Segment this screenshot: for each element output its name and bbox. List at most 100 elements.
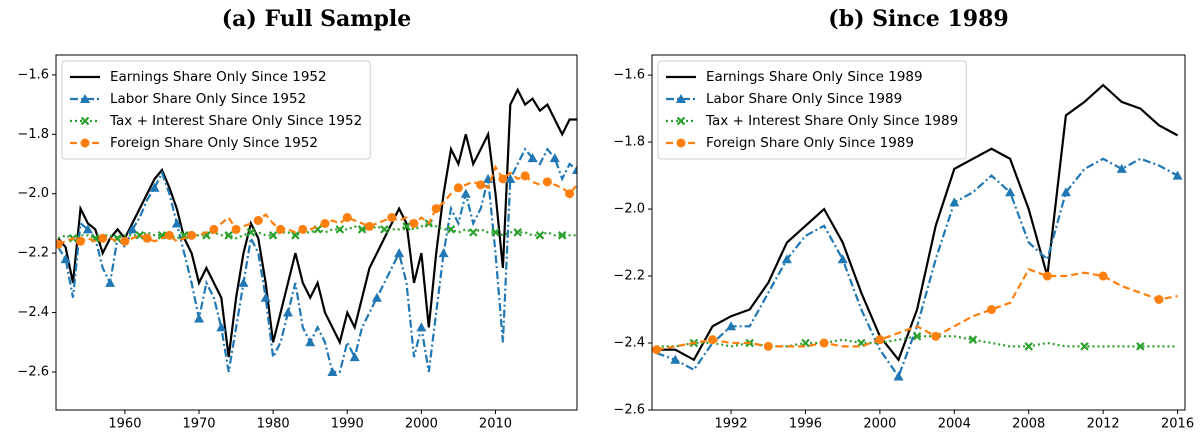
marker — [781, 254, 792, 264]
marker — [527, 153, 538, 163]
legend-label: Tax + Interest Share Only Since 1989 — [705, 113, 958, 129]
marker — [453, 183, 463, 193]
marker — [82, 224, 93, 234]
marker — [335, 225, 345, 234]
marker — [542, 177, 552, 187]
marker — [676, 94, 686, 103]
marker — [291, 231, 300, 240]
marker — [149, 182, 160, 192]
marker — [670, 354, 681, 364]
legend: Earnings Share Only Since 1952 Labor Shar… — [61, 60, 371, 160]
marker — [194, 313, 205, 323]
axes-frame — [55, 54, 578, 411]
marker — [231, 224, 241, 234]
marker — [80, 116, 90, 126]
marker — [342, 212, 352, 222]
legend-label: Foreign Share Only Since 1952 — [110, 135, 318, 151]
series-line — [57, 147, 577, 374]
marker — [557, 231, 567, 240]
x-tick-label: 1970 — [182, 417, 215, 432]
marker — [298, 224, 308, 234]
marker — [1042, 271, 1052, 281]
marker — [707, 335, 717, 345]
marker — [402, 222, 411, 231]
y-tick-label: −1.8 — [613, 135, 645, 150]
marker — [105, 277, 116, 287]
marker — [409, 218, 419, 228]
marker — [1172, 170, 1183, 180]
marker — [238, 277, 249, 287]
series-line — [57, 87, 577, 358]
marker — [652, 345, 662, 355]
marker — [120, 236, 130, 246]
legend-label: Tax + Interest Share Only Since 1952 — [109, 113, 362, 129]
marker — [224, 231, 233, 240]
marker — [1116, 163, 1127, 173]
marker — [875, 335, 885, 345]
marker — [56, 239, 63, 249]
x-tick-label: 1960 — [108, 417, 141, 432]
marker — [1136, 342, 1145, 351]
x-tick-label: 2000 — [405, 417, 438, 432]
x-tick-label: 2004 — [938, 417, 971, 432]
marker — [949, 197, 960, 207]
x-tick-label: 2000 — [863, 417, 896, 432]
x-tick-label: 2008 — [1012, 417, 1045, 432]
marker — [276, 224, 286, 234]
x-tick-label: 2012 — [1087, 417, 1120, 432]
marker — [446, 225, 456, 234]
x-tick-label: 1980 — [257, 417, 290, 432]
marker — [127, 224, 138, 234]
series-line — [656, 267, 1178, 351]
y-tick-label: −2.2 — [17, 246, 49, 261]
marker — [327, 366, 338, 376]
panel: (a) Full Sample 1960 1970 1980 1990 2000 2010 −… — [17, 6, 578, 432]
y-tick-label: −2.6 — [17, 364, 49, 379]
y-tick-label: −2.0 — [17, 186, 49, 201]
y-tick-label: −2.6 — [613, 403, 645, 418]
marker — [893, 371, 904, 381]
marker — [676, 138, 686, 148]
marker — [380, 225, 389, 234]
legend-box — [657, 60, 967, 160]
legend-label: Labor Share Only Since 1952 — [110, 91, 306, 107]
marker — [142, 233, 152, 243]
marker — [260, 292, 271, 302]
marker — [394, 248, 405, 258]
y-tick-label: −2.4 — [17, 305, 49, 320]
marker — [438, 248, 449, 258]
marker — [371, 292, 382, 302]
plot-area — [652, 83, 1183, 381]
marker — [1154, 294, 1164, 304]
marker — [912, 332, 922, 341]
marker — [357, 225, 367, 234]
y-tick-label: −1.8 — [17, 127, 49, 142]
marker — [80, 138, 90, 148]
legend: Earnings Share Only Since 1989 Labor Shar… — [657, 60, 967, 160]
marker — [1060, 187, 1071, 197]
marker — [572, 164, 577, 174]
marker — [726, 321, 737, 331]
chart-title: (b) Since 1989 — [828, 6, 1008, 32]
marker — [246, 228, 256, 237]
marker — [209, 224, 219, 234]
plot-area — [56, 87, 577, 376]
marker — [476, 180, 486, 190]
y-tick-label: −1.6 — [613, 68, 645, 83]
marker — [498, 174, 508, 184]
marker — [763, 341, 773, 351]
marker — [931, 331, 941, 341]
marker — [268, 231, 278, 240]
marker — [349, 352, 360, 362]
y-tick-label: −1.6 — [17, 67, 49, 82]
marker — [505, 173, 516, 183]
marker — [282, 307, 293, 317]
series-line — [656, 83, 1179, 363]
marker — [549, 153, 560, 163]
marker — [987, 305, 997, 315]
marker — [164, 230, 174, 240]
panel: (b) Since 1989 1992 1996 2000 2004 2008 2012 20… — [613, 6, 1194, 432]
marker — [253, 215, 263, 225]
marker — [75, 236, 85, 246]
marker — [837, 254, 848, 264]
